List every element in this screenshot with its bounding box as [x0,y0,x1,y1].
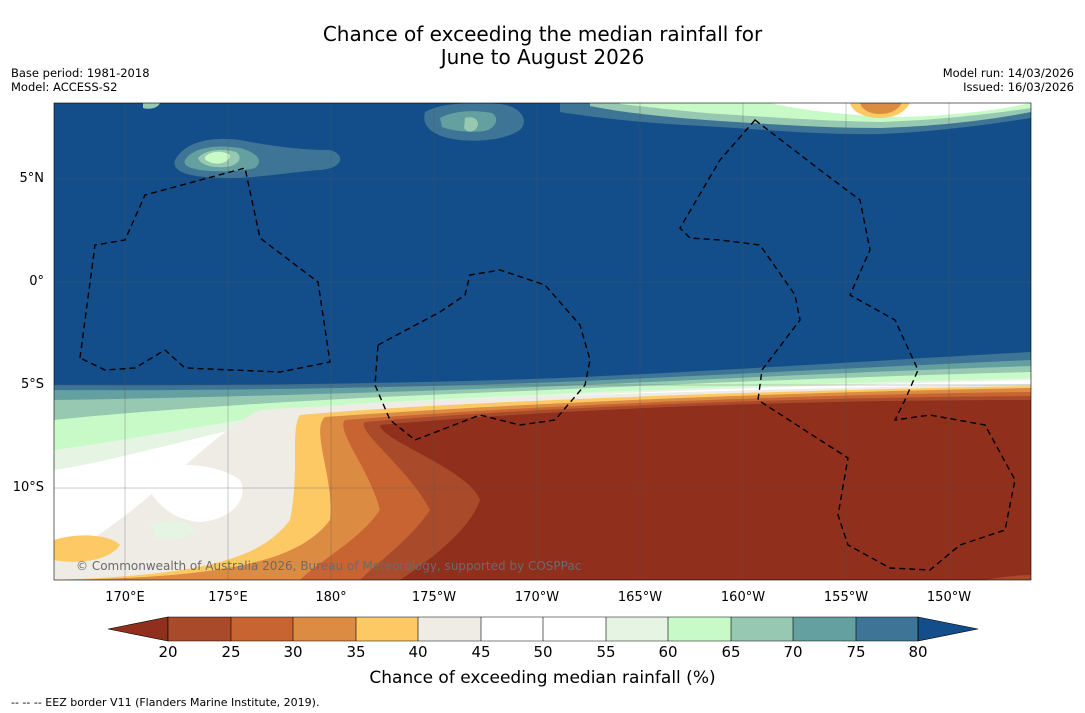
map-pocket-yellow [54,535,120,562]
colorbar-tick: 70 [783,643,803,661]
colorbar-bin [668,617,731,641]
lon-label-175e: 175°E [208,590,248,605]
lat-label-10s: 10°S [12,480,44,495]
map-pocket-green [150,520,195,540]
lon-label-155w: 155°W [823,590,869,605]
colorbar-tick: 50 [533,643,553,661]
colorbar-tick: 30 [283,643,303,661]
colorbar [107,616,979,642]
colorbar-tick: 35 [346,643,366,661]
colorbar-bin [543,617,606,641]
colorbar-bin [856,617,918,641]
colorbar-tick: 45 [471,643,491,661]
map-band-20 [380,400,1031,580]
eez-border-tokelau [374,269,591,441]
colorbar-bin [606,617,668,641]
model-run: Model run: 14/03/2026 [942,66,1074,80]
lon-label-160w: 160°W [720,590,766,605]
colorbar-bin [418,617,481,641]
map-blob-nw-5 [143,103,160,109]
copyright-notice: © Commonwealth of Australia 2026, Bureau… [76,559,582,573]
eez-borders [79,119,1016,571]
colorbar-tick: 65 [721,643,741,661]
colorbar-bin [481,617,543,641]
colorbar-tick: 55 [596,643,616,661]
lat-label-0: 0° [29,274,44,289]
lat-label-5s: 5°S [20,377,44,392]
map-frame [53,102,1032,581]
base-period: Base period: 1981-2018 [11,66,150,80]
colorbar-bin [356,617,418,641]
colorbar-tick: 40 [408,643,428,661]
eez-footnote: -- -- -- EEZ border V11 (Flanders Marine… [11,696,320,709]
eez-border-tuvalu-kiribati [79,167,331,373]
colorbar-tick: 75 [846,643,866,661]
colorbar-tick: 60 [658,643,678,661]
colorbar-tick: 25 [221,643,241,661]
lon-label-175w: 175°W [411,590,457,605]
issued-date: Issued: 16/03/2026 [963,80,1074,94]
colorbar-bin [293,617,356,641]
chart-title-line2: June to August 2026 [440,45,645,69]
map-pocket-white [140,464,243,522]
colorbar-arrow-low [107,616,169,642]
colorbar-arrow-high [917,616,979,642]
map-blob-nw-4 [204,151,230,164]
colorbar-tick: 20 [158,643,178,661]
lon-label-150w: 150°W [926,590,972,605]
lon-label-165w: 165°W [617,590,663,605]
map-gridlines [54,103,1031,580]
lon-label-170e: 170°E [105,590,145,605]
lat-label-5n: 5°N [19,171,45,186]
model-name: Model: ACCESS-S2 [11,80,118,94]
colorbar-bin [231,617,293,641]
map-region-north-dry-2 [860,103,902,114]
colorbar-bin [168,617,231,641]
colorbar-tick: 80 [908,643,928,661]
lon-label-180: 180° [315,590,347,605]
eez-border-kiribati-line [679,119,1016,571]
lon-label-170w: 170°W [514,590,560,605]
chart-title-line1: Chance of exceeding the median rainfall … [322,22,763,46]
colorbar-bin [793,617,856,641]
map-blob-north-3 [464,117,478,132]
colorbar-label: Chance of exceeding median rainfall (%) [369,668,716,688]
colorbar-bin [731,617,793,641]
